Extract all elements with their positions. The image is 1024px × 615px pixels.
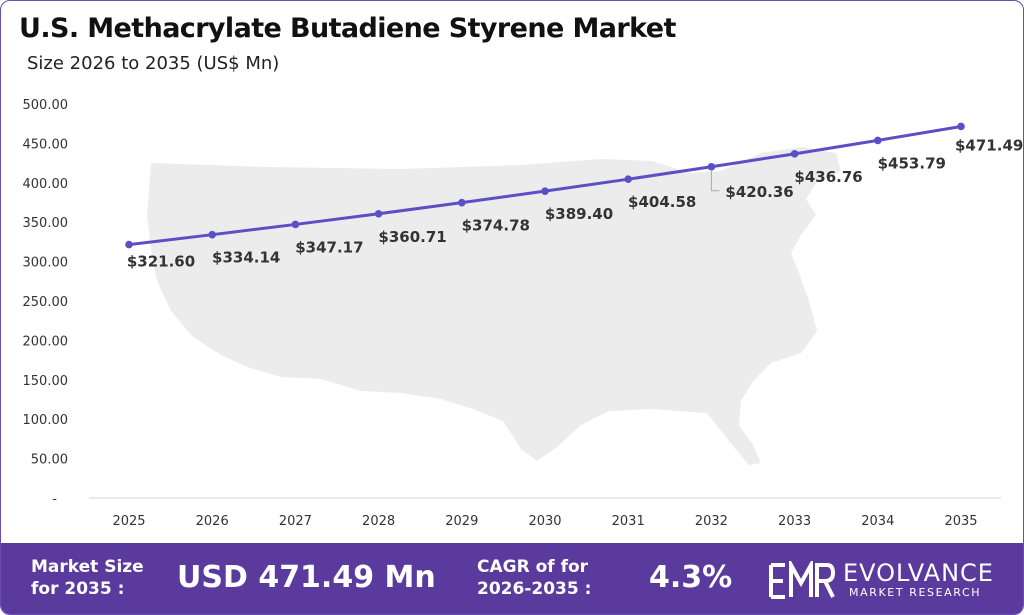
y-tick-label: 100.00 [23,413,69,428]
market-size-value: USD 471.49 Mn [177,560,436,595]
data-label: $334.14 [212,249,280,267]
market-size-label: Market Size for 2035 : [31,556,144,600]
data-label: $360.71 [378,228,446,246]
market-size-label-line1: Market Size [31,557,144,577]
x-tick-label: 2031 [612,514,645,529]
data-point [458,198,466,207]
x-axis-ticks: 2025 2026 2027 2028 2029 2030 2031 2032 2033 2034… [112,514,977,529]
page-subtitle: Size 2026 to 2035 (US$ Mn) [27,53,280,74]
page-title: U.S. Methacrylate Butadiene Styrene Mark… [19,13,676,44]
data-label: $321.60 [127,253,195,271]
y-tick-label: - [52,492,57,507]
data-label: $471.49 [955,136,1023,154]
data-point [125,240,133,249]
y-axis-ticks: - 50.00 100.00 150.00 200.00 250.00 300.00 350.… [23,98,69,507]
data-point [707,162,716,171]
x-tick-label: 2034 [861,514,894,529]
y-tick-label: 400.00 [23,177,69,192]
y-tick-label: 500.00 [23,98,69,113]
x-tick-label: 2027 [279,514,312,529]
data-labels: $321.60 $334.14 $347.17 $360.71 $374.78 $389.… [127,136,1023,270]
us-map-silhouette [147,147,841,465]
x-tick-label: 2035 [944,514,977,529]
x-tick-label: 2030 [528,514,561,529]
cagr-label: CAGR of for 2026-2035 : [477,556,591,600]
data-label: $404.58 [628,193,696,211]
y-tick-label: 200.00 [23,334,69,349]
footer-banner: Market Size for 2035 : USD 471.49 Mn CAG… [1,543,1023,614]
logo-name: EVOLVANCE [843,559,994,587]
market-size-label-line2: for 2035 : [31,579,125,599]
cagr-value: 4.3% [649,560,733,595]
data-point [291,220,300,229]
logo-tagline: MARKET RESEARCH [849,586,982,599]
cagr-label-line2: 2026-2035 : [477,579,592,599]
x-tick-label: 2026 [196,514,229,529]
data-label: $420.36 [725,183,793,201]
data-point [541,187,549,195]
data-point [957,122,965,131]
line-chart: - 50.00 100.00 150.00 200.00 250.00 300.00 350.… [23,98,1024,529]
x-tick-label: 2025 [112,514,145,529]
x-tick-label: 2033 [778,514,811,529]
y-tick-label: 350.00 [23,216,69,231]
y-tick-label: 300.00 [23,256,69,271]
series-points [125,122,965,249]
emr-logo-icon [769,561,835,599]
data-point [208,230,216,239]
y-tick-label: 150.00 [23,374,69,389]
x-tick-label: 2028 [362,514,395,529]
x-tick-label: 2029 [445,514,478,529]
y-tick-label: 450.00 [23,137,69,152]
y-tick-label: 250.00 [23,295,69,310]
y-tick-label: 50.00 [31,453,68,468]
data-label: $374.78 [462,217,530,235]
data-label: $389.40 [545,205,613,223]
data-label: $436.76 [794,168,862,186]
evolvance-logo: EVOLVANCE MARKET RESEARCH [769,559,1009,603]
x-tick-label: 2032 [695,514,728,529]
data-label: $347.17 [295,238,363,256]
data-point [374,209,383,218]
data-point [790,150,799,158]
data-point [624,175,632,183]
cagr-label-line1: CAGR of for [477,557,589,577]
data-label-leader [710,169,720,192]
data-point [874,136,882,145]
data-label: $453.79 [878,154,946,172]
